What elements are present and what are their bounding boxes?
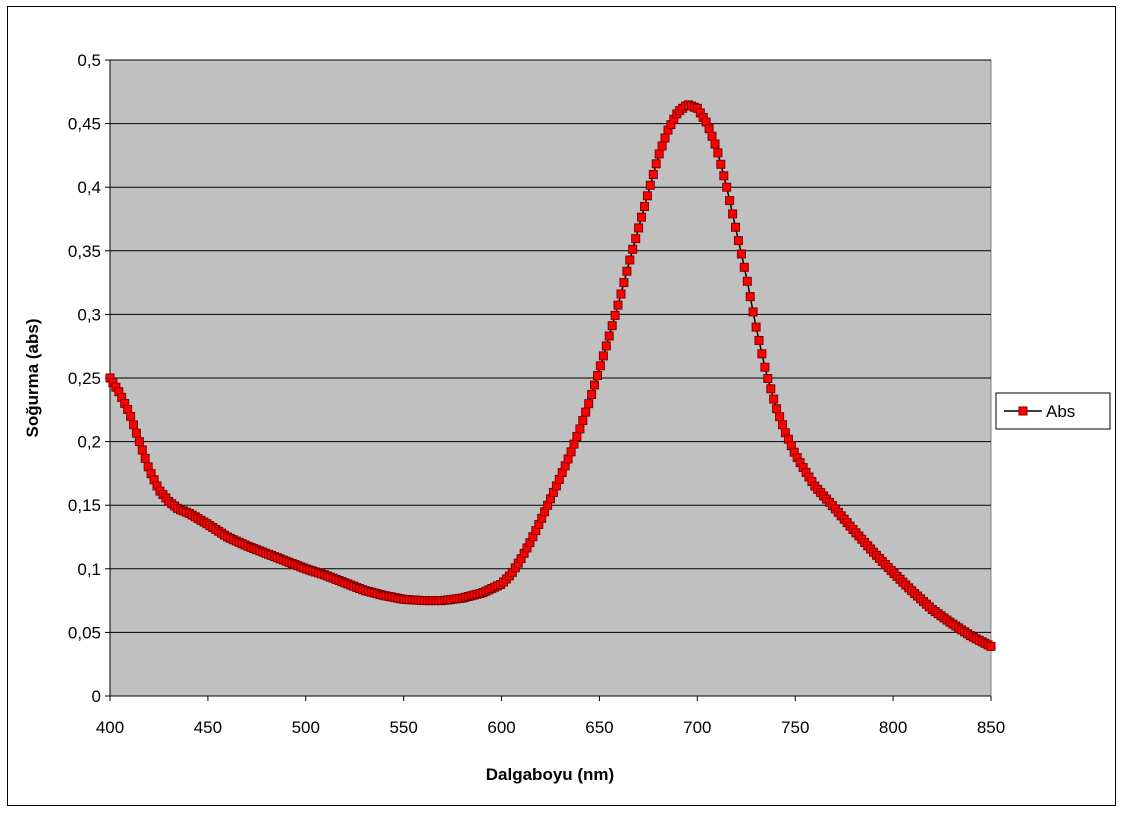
data-point: [590, 380, 599, 390]
x-tick-label: 600: [487, 718, 515, 737]
data-point: [722, 182, 732, 192]
data-point: [648, 170, 658, 179]
data-point: [757, 349, 767, 359]
y-tick-label: 0,5: [77, 51, 101, 70]
data-point: [634, 223, 644, 233]
data-point: [778, 420, 787, 430]
data-point: [616, 289, 626, 299]
data-point: [625, 255, 635, 265]
data-point: [642, 191, 652, 201]
data-point: [707, 131, 717, 141]
data-point: [736, 249, 746, 259]
legend-label-abs: Abs: [1046, 402, 1075, 421]
x-axis-title: Dalgaboyu (nm): [486, 765, 614, 784]
data-point: [739, 262, 749, 272]
y-tick-label: 0: [92, 687, 101, 706]
x-tick-label: 800: [879, 718, 907, 737]
y-tick-label: 0,2: [77, 433, 101, 452]
data-point: [575, 424, 585, 434]
y-tick-labels: 0 0,05 0,1 0,15 0,2 0,25 0,3 0,35 0,4 0,45 0,5: [68, 51, 110, 706]
x-tick-label: 700: [683, 718, 711, 737]
data-point: [619, 278, 629, 288]
y-axis-title: Soğurma (abs): [23, 318, 42, 437]
data-point: [587, 390, 597, 399]
data-point: [657, 141, 667, 151]
data-point: [637, 212, 646, 222]
data-point: [710, 139, 720, 149]
data-point: [651, 159, 661, 169]
data-point: [601, 341, 611, 351]
data-point: [716, 159, 726, 169]
data-point: [751, 322, 761, 332]
x-tick-label: 450: [194, 718, 222, 737]
y-tick-label: 0,35: [68, 242, 101, 261]
data-point: [598, 351, 608, 361]
data-point: [581, 407, 591, 417]
data-point: [628, 244, 638, 254]
data-point: [754, 336, 764, 345]
data-point: [569, 439, 579, 449]
data-point: [660, 133, 670, 143]
data-point: [607, 321, 617, 331]
data-point: [610, 310, 620, 320]
data-point: [775, 412, 785, 422]
data-point: [640, 202, 649, 211]
data-point: [772, 404, 782, 414]
data-point: [578, 416, 588, 425]
data-point: [134, 437, 144, 447]
y-tick-label: 0,25: [68, 369, 101, 388]
data-point: [713, 148, 723, 158]
data-point: [566, 447, 576, 457]
x-tick-label: 750: [781, 718, 809, 737]
data-point: [645, 180, 655, 190]
data-point: [137, 445, 147, 455]
data-point: [593, 371, 602, 380]
data-point: [131, 428, 141, 438]
data-point: [572, 432, 582, 441]
legend: Abs: [995, 392, 1111, 430]
data-point: [654, 149, 664, 159]
data-point: [613, 300, 623, 310]
x-tick-label: 400: [96, 718, 124, 737]
data-point: [126, 411, 136, 421]
data-point: [584, 399, 594, 409]
data-point: [595, 361, 605, 371]
data-point: [719, 171, 729, 181]
x-tick-label: 500: [292, 718, 320, 737]
data-point: [733, 236, 743, 246]
data-point: [704, 124, 714, 134]
data-point: [745, 292, 755, 302]
y-tick-label: 0,15: [68, 496, 101, 515]
data-point: [604, 331, 614, 341]
data-point: [766, 384, 776, 394]
x-tick-label: 550: [389, 718, 417, 737]
x-tick-label: 650: [585, 718, 613, 737]
data-point: [769, 394, 779, 404]
y-tick-label: 0,45: [68, 115, 101, 134]
y-tick-label: 0,4: [77, 178, 101, 197]
data-point: [728, 209, 738, 219]
data-point: [986, 641, 996, 651]
data-point: [631, 234, 641, 244]
data-point: [748, 307, 758, 317]
y-tick-label: 0,1: [77, 560, 101, 579]
data-point: [622, 266, 632, 276]
y-tick-label: 0,3: [77, 305, 101, 324]
data-point: [129, 420, 138, 430]
data-point: [760, 362, 770, 372]
y-tick-label: 0,05: [68, 623, 101, 642]
data-point: [763, 374, 773, 383]
x-tick-label: 850: [977, 718, 1005, 737]
data-point: [742, 276, 752, 286]
series-abs: [105, 100, 996, 651]
legend-marker-swatch: [1018, 406, 1028, 416]
x-tick-labels: 400 450 500 550 600 650 700 750 800 850: [96, 696, 1005, 737]
data-point: [140, 453, 150, 463]
data-point: [725, 196, 735, 206]
data-point: [731, 222, 740, 232]
